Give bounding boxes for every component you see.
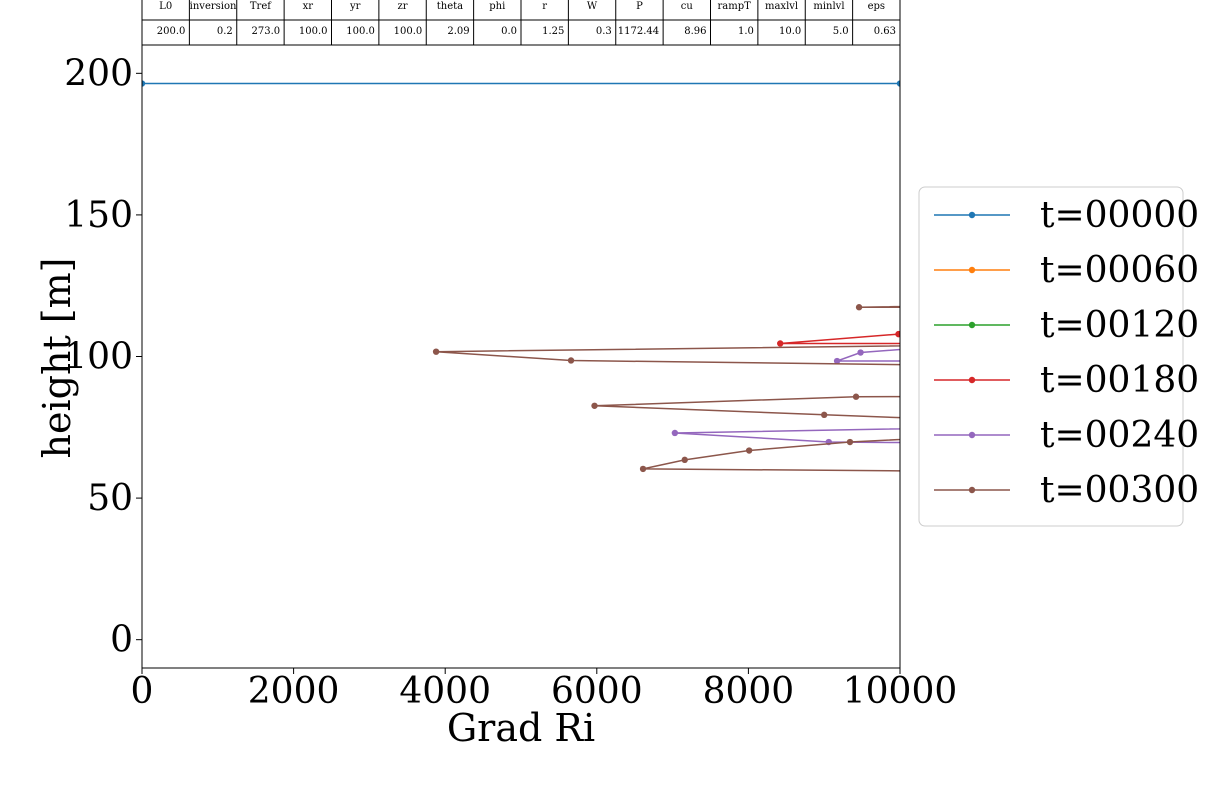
data-point — [821, 411, 828, 419]
param-header: eps — [868, 1, 885, 12]
param-value: 273.0 — [251, 26, 280, 37]
param-value: 10.0 — [779, 26, 801, 37]
x-tick-label: 10000 — [843, 671, 958, 712]
legend-marker — [968, 266, 976, 274]
param-value: 100.0 — [346, 26, 375, 37]
x-axis: 0 2000 4000 6000 8000 10000 — [131, 668, 958, 712]
legend-marker — [968, 431, 976, 439]
data-point — [857, 349, 864, 356]
data-point — [681, 456, 688, 464]
legend-entry: t=00060 — [1040, 250, 1199, 291]
legend-entry: t=00300 — [1040, 470, 1199, 511]
param-value: 5.0 — [833, 26, 849, 37]
data-point — [432, 348, 440, 355]
x-tick-label: 2000 — [248, 671, 340, 712]
data-point — [896, 80, 900, 87]
param-header: W — [587, 1, 598, 12]
param-header: zr — [398, 1, 408, 12]
param-value: 100.0 — [299, 26, 328, 37]
y-tick-label: 50 — [87, 478, 133, 519]
param-value: 1.0 — [738, 26, 754, 37]
legend-marker — [968, 211, 976, 219]
x-tick-label: 4000 — [399, 671, 491, 712]
param-header: yr — [349, 1, 361, 12]
param-value: 200.0 — [157, 26, 186, 37]
data-point — [855, 304, 863, 311]
y-tick-label: 0 — [110, 620, 133, 661]
legend-entry: t=00120 — [1040, 305, 1199, 346]
parameter-table: L0 200.0 inversion 0.2 Tref 273.0 xr 100.0 yr 100… — [141, 0, 901, 45]
param-value: 100.0 — [394, 26, 423, 37]
param-header: xr — [303, 1, 314, 12]
param-header: theta — [437, 1, 463, 12]
y-tick-label: 150 — [64, 195, 133, 236]
param-header: minlvl — [813, 1, 844, 12]
data-point — [777, 340, 784, 347]
data-point — [833, 357, 841, 365]
data-point — [142, 80, 146, 87]
param-header: P — [636, 1, 643, 12]
x-tick-label: 8000 — [703, 671, 795, 712]
param-header: rampT — [718, 1, 752, 12]
param-value: 0.0 — [501, 26, 517, 37]
legend-frame — [918, 186, 1184, 527]
x-tick-label: 0 — [131, 671, 154, 712]
legend-marker — [968, 321, 976, 329]
param-header: phi — [489, 1, 505, 12]
param-value: 0.63 — [874, 26, 896, 37]
data-point — [1200, 80, 1206, 86]
param-value: 1.25 — [542, 26, 564, 37]
data-point — [895, 330, 900, 338]
data-point — [671, 429, 679, 437]
series-line-t=00180 — [780, 333, 900, 345]
y-axis: 0 50 100 150 200 — [64, 53, 142, 661]
data-point — [567, 357, 575, 364]
legend-entry: t=00180 — [1040, 360, 1199, 401]
series-line-t=00300 — [436, 305, 900, 472]
data-point — [639, 465, 647, 473]
y-tick-label: 200 — [64, 53, 133, 94]
legend-marker — [968, 486, 976, 494]
legend: t=00000 t=00060 t=00120 t=00180 t=00240 t=003… — [918, 186, 1199, 527]
x-tick-label: 6000 — [551, 671, 643, 712]
param-value: 8.96 — [684, 26, 706, 37]
param-header: inversion — [190, 1, 237, 12]
param-value: 0.2 — [217, 26, 233, 37]
param-value: 0.3 — [596, 26, 612, 37]
legend-entry: t=00000 — [1040, 195, 1199, 236]
param-value: 2.09 — [447, 26, 469, 37]
param-header: r — [542, 1, 547, 12]
param-header: L0 — [159, 1, 172, 12]
param-header: maxlvl — [765, 1, 798, 12]
data-point — [591, 402, 598, 409]
legend-marker — [968, 376, 976, 384]
y-tick-label: 100 — [64, 337, 133, 378]
data-point — [846, 438, 854, 446]
series-line-t=00240 — [674, 348, 900, 444]
data-point — [852, 393, 860, 400]
legend-entry: t=00240 — [1040, 415, 1199, 456]
x-axis-label: Grad Ri — [447, 706, 595, 750]
data-point — [745, 447, 753, 454]
param-header: Tref — [250, 1, 272, 12]
series-group — [142, 80, 1206, 473]
param-header: cu — [681, 1, 694, 12]
y-axis-label: height [m] — [35, 258, 79, 459]
param-value: 1172.44 — [618, 26, 659, 37]
